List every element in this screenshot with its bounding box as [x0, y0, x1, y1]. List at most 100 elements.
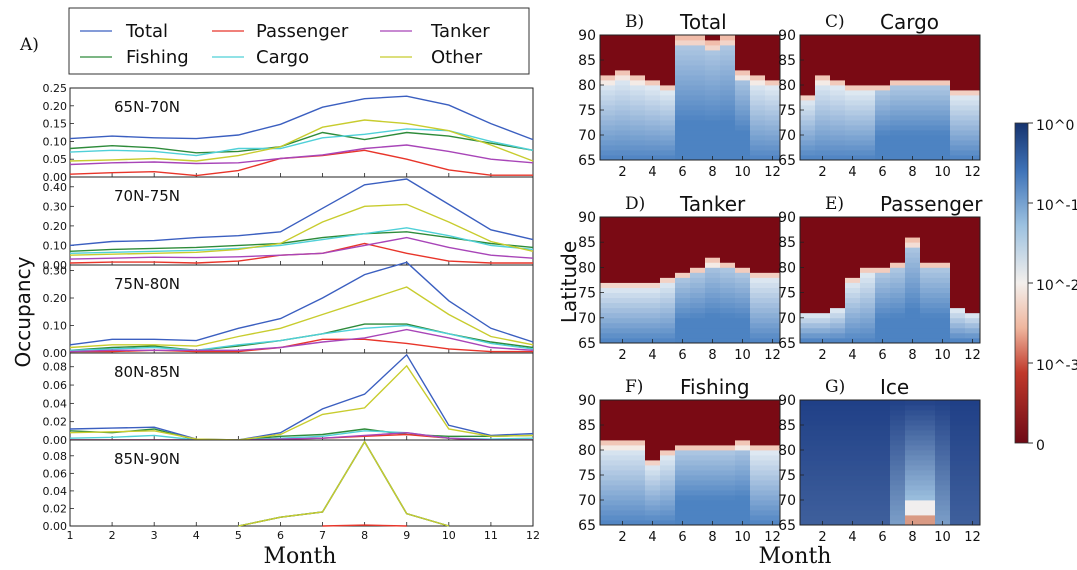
heat-cell — [845, 232, 861, 238]
heat-cell — [830, 75, 846, 81]
heat-cell — [845, 322, 861, 329]
heat-cell — [965, 247, 981, 253]
heat-cell — [875, 495, 891, 501]
y-tick-label: 90 — [578, 210, 596, 226]
heat-cell — [600, 287, 616, 293]
heat-cell — [860, 35, 876, 41]
heat-cell — [735, 222, 751, 228]
heat-cell — [675, 130, 691, 136]
heat-cell — [845, 332, 861, 339]
heat-cell — [630, 322, 646, 329]
heat-cell — [600, 405, 616, 411]
heat-cell — [920, 237, 936, 243]
heat-cell — [860, 90, 876, 96]
series-line-cargo — [69, 227, 534, 254]
panel-a-label: A) — [19, 35, 39, 55]
heat-cell — [765, 222, 781, 228]
heat-cell — [800, 70, 816, 76]
heat-cell — [950, 455, 966, 461]
heat-cell — [920, 115, 936, 121]
heat-cell — [830, 45, 846, 51]
heat-cell — [645, 410, 661, 416]
heat-cell — [765, 332, 781, 339]
heat-cell — [720, 435, 736, 441]
heat-cell — [815, 440, 831, 446]
heat-cell — [750, 217, 766, 223]
heat-cell — [630, 317, 646, 324]
heat-cell — [675, 65, 691, 71]
heat-cell — [890, 455, 906, 461]
heat-cell — [765, 75, 781, 81]
heat-cell — [630, 60, 646, 66]
heat-cell — [950, 65, 966, 71]
heat-cell — [630, 465, 646, 471]
heat-cell — [890, 317, 906, 324]
heat-cell — [875, 145, 891, 151]
heat-cell — [965, 217, 981, 223]
heat-cell — [705, 445, 721, 451]
heat-cell — [600, 307, 616, 314]
heat-cell — [615, 130, 631, 136]
heat-cell — [965, 145, 981, 151]
heat-cell — [920, 515, 936, 521]
heat-cell — [690, 415, 706, 421]
heat-cell — [645, 495, 661, 501]
heat-cell — [705, 302, 721, 309]
heat-cell — [690, 232, 706, 238]
heat-cell — [965, 267, 981, 273]
heat-cell — [830, 415, 846, 421]
heat-cell — [615, 75, 631, 81]
heat-cell — [890, 262, 906, 268]
heat-cell — [890, 252, 906, 258]
heat-cell — [615, 445, 631, 451]
heat-cell — [845, 70, 861, 76]
heat-cell — [830, 95, 846, 101]
heat-cell — [675, 85, 691, 91]
heat-cell — [630, 262, 646, 268]
heat-cell — [720, 105, 736, 111]
heat-cell — [845, 297, 861, 304]
heat-cell — [845, 60, 861, 66]
heat-cell — [720, 50, 736, 56]
heat-cell — [905, 80, 921, 86]
heat-cell — [845, 470, 861, 476]
heat-cell — [765, 105, 781, 111]
heat-cell — [875, 515, 891, 521]
heat-cell — [830, 317, 846, 324]
heat-cell — [800, 410, 816, 416]
heat-cell — [660, 445, 676, 451]
x-tick-label: 8 — [908, 165, 916, 180]
heat-cell — [720, 455, 736, 461]
heat-cell — [935, 252, 951, 258]
heat-cell — [645, 55, 661, 61]
heat-cell — [830, 292, 846, 299]
y-tick-label: 75 — [578, 103, 596, 119]
heat-cell — [690, 60, 706, 66]
heat-cell — [615, 40, 631, 46]
heat-cell — [830, 40, 846, 46]
heat-cell — [890, 227, 906, 233]
heat-cell — [920, 322, 936, 329]
heat-cell — [690, 460, 706, 466]
heat-cell — [830, 120, 846, 126]
heat-cell — [920, 450, 936, 456]
heat-cell — [615, 312, 631, 319]
heat-cell — [800, 115, 816, 121]
heat-cell — [845, 45, 861, 51]
x-tick-label: 10 — [734, 165, 751, 180]
heat-cell — [845, 415, 861, 421]
heat-cell — [950, 460, 966, 466]
heat-cell — [875, 242, 891, 248]
heat-cell — [765, 480, 781, 486]
heat-cell — [750, 500, 766, 506]
heat-cell — [860, 125, 876, 131]
heat-cell — [935, 272, 951, 278]
heat-cell — [675, 415, 691, 421]
heat-cell — [890, 440, 906, 446]
heat-cell — [950, 515, 966, 521]
heat-cell — [860, 455, 876, 461]
heat-cell — [935, 237, 951, 243]
heat-cell — [645, 125, 661, 131]
heat-cell — [720, 100, 736, 106]
